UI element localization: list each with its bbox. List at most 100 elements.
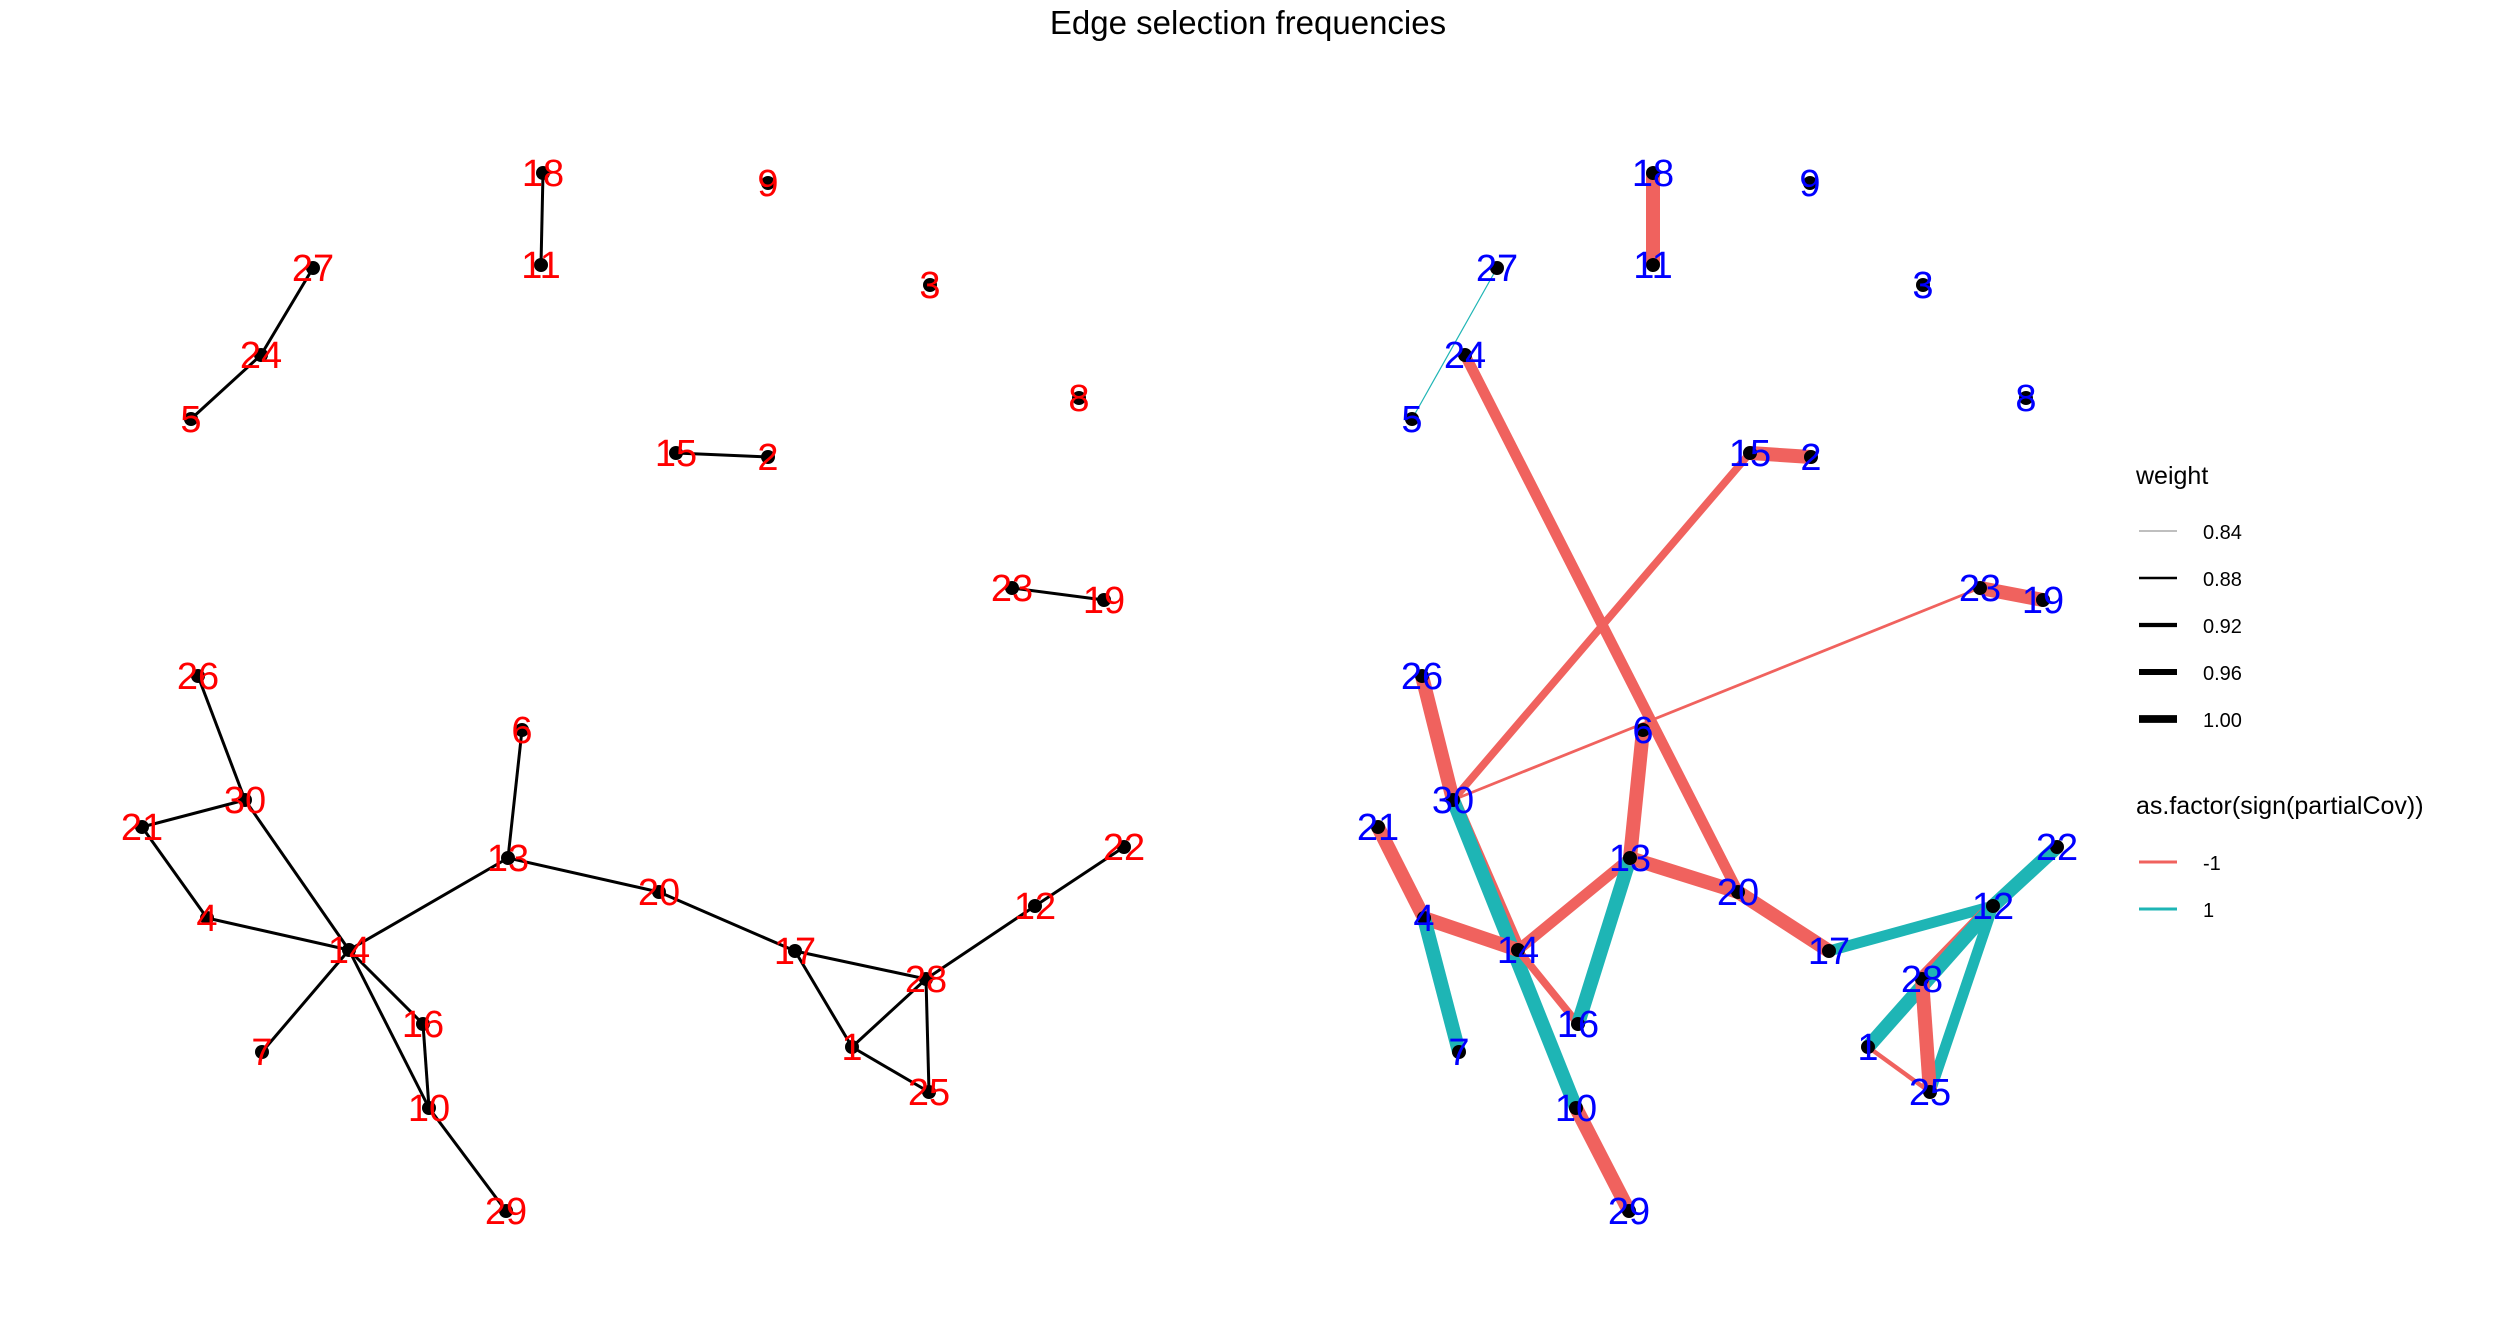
right-edge-14-16: [1515, 947, 1581, 1027]
left-edge-14-16: [347, 948, 425, 1026]
legend-weight-title: weight: [2135, 462, 2208, 490]
right-edge-17-12: [1827, 900, 1995, 957]
right-edge-13-20: [1627, 851, 1741, 899]
left-edge-14-10: [347, 949, 431, 1109]
left-node-16: [416, 1017, 430, 1031]
right-edges: [1371, 173, 2062, 1215]
left-edge-17-1: [793, 950, 854, 1048]
left-node-18: [536, 166, 550, 180]
left-node-label-3: 3: [919, 265, 940, 307]
left-node-label-9: 9: [757, 163, 778, 205]
right-node-6: [1636, 723, 1650, 737]
legend: weight 0.84 0.88 0.92 0.96 1.00 as.factor(si…: [2135, 462, 2424, 922]
left-node-label-20: 20: [638, 872, 680, 914]
right-edge-28-25: [1915, 978, 1937, 1093]
left-node-label-4: 4: [196, 898, 217, 940]
right-node-label-17: 17: [1808, 931, 1850, 973]
legend-weight-label-0.96: 0.96: [2203, 663, 2242, 685]
right-node-label-3: 3: [1912, 265, 1933, 307]
left-edge-26-30: [196, 675, 247, 801]
right-node-label-6: 6: [1632, 710, 1653, 752]
left-edge-4-14: [206, 916, 350, 952]
right-edge-30-15: [1450, 450, 1753, 803]
right-node-label-24: 24: [1444, 335, 1486, 377]
right-node-15: [1743, 446, 1757, 460]
legend-weight-label-1.00: 1.00: [2203, 710, 2242, 732]
left-node-label-2: 2: [757, 437, 778, 479]
left-node-label-30: 30: [224, 780, 266, 822]
left-edge-17-28: [794, 949, 927, 981]
left-node-label-8: 8: [1068, 378, 1089, 420]
left-node-label-27: 27: [292, 248, 334, 290]
right-node-9: [1803, 176, 1817, 190]
left-node-label-12: 12: [1014, 886, 1056, 928]
left-node-label-21: 21: [121, 807, 163, 849]
left-edge-1-28: [850, 977, 928, 1049]
right-node-label-25: 25: [1909, 1072, 1951, 1114]
left-node-label-25: 25: [908, 1072, 950, 1114]
right-node-19: [2036, 593, 2050, 607]
left-node-27: [306, 261, 320, 275]
right-node-label-2: 2: [1800, 437, 1821, 479]
left-node-label-5: 5: [180, 399, 201, 441]
right-edge-13-6: [1623, 729, 1650, 859]
right-node-3: [1916, 278, 1930, 292]
legend-sign-label--1: -1: [2203, 853, 2221, 875]
left-node-7: [255, 1045, 269, 1059]
right-node-label-26: 26: [1401, 656, 1443, 698]
left-node-11: [534, 258, 548, 272]
right-edge-30-23: [1452, 586, 1981, 802]
left-node-12: [1028, 899, 1042, 913]
left-node-label-22: 22: [1103, 827, 1145, 869]
right-node-label-4: 4: [1413, 898, 1434, 940]
left-edge-23-19: [1011, 586, 1105, 602]
left-edge-13-20: [507, 856, 660, 894]
left-node-4: [200, 911, 214, 925]
left-edge-14-13: [348, 856, 509, 952]
left-node-label-18: 18: [522, 153, 564, 195]
left-node-15: [669, 446, 683, 460]
left-node-label-26: 26: [177, 656, 219, 698]
right-node-label-16: 16: [1557, 1004, 1599, 1046]
legend-weight-label-0.92: 0.92: [2203, 616, 2242, 638]
right-node-14: [1511, 943, 1525, 957]
left-edge-14-7: [260, 949, 351, 1053]
left-node-24: [254, 348, 268, 362]
right-node-24: [1458, 348, 1472, 362]
left-node-13: [501, 851, 515, 865]
left-edge-10-29: [427, 1107, 508, 1212]
right-node-label-12: 12: [1972, 886, 2014, 928]
left-node-9: [761, 176, 775, 190]
right-node-18: [1646, 166, 1660, 180]
left-node-20: [652, 885, 666, 899]
right-edge-4-7: [1417, 916, 1466, 1054]
right-node-4: [1417, 911, 1431, 925]
left-edge-20-17: [658, 890, 796, 953]
right-node-10: [1569, 1101, 1583, 1115]
left-edge-13-6: [506, 729, 524, 859]
right-node-25: [1923, 1085, 1937, 1099]
right-edge-12-22: [1988, 841, 2062, 912]
left-node-29: [499, 1204, 513, 1218]
right-node-label-5: 5: [1401, 399, 1422, 441]
right-node-5: [1405, 412, 1419, 426]
legend-weight-label-0.84: 0.84: [2203, 522, 2242, 544]
left-node-label-24: 24: [240, 335, 282, 377]
right-edge-23-19: [1978, 581, 2045, 607]
right-node-label-10: 10: [1555, 1088, 1597, 1130]
right-edge-15-2: [1749, 446, 1812, 464]
left-node-21: [135, 820, 149, 834]
right-node-2: [1804, 450, 1818, 464]
left-node-23: [1005, 581, 1019, 595]
left-edge-30-21: [141, 798, 246, 829]
left-edge-12-22: [1034, 845, 1125, 908]
left-node-label-10: 10: [408, 1088, 450, 1130]
left-node-30: [238, 793, 252, 807]
legend-sign-label-1: 1: [2203, 900, 2214, 922]
left-edge-28-25: [924, 978, 931, 1093]
left-node-3: [923, 278, 937, 292]
